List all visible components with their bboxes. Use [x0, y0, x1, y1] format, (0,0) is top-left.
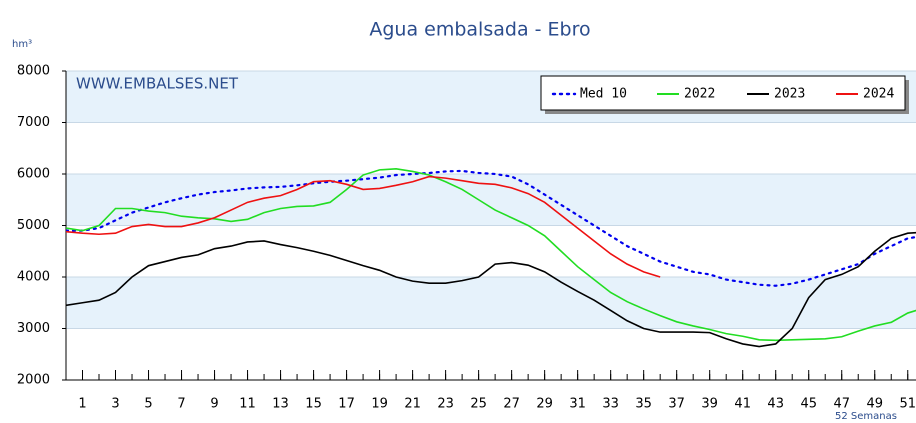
legend: Med 10 2022 2023 2024 — [540, 75, 909, 114]
x-tick-label: 25 — [470, 397, 487, 412]
x-tick-label: 49 — [866, 397, 883, 412]
y-tick-label: 2000 — [17, 373, 50, 388]
x-tick-label: 37 — [668, 397, 685, 412]
x-tick-label: 1 — [78, 397, 86, 412]
x-tick-label: 3 — [111, 397, 119, 412]
x-tick-label: 17 — [338, 397, 355, 412]
x-tick-label: 39 — [701, 397, 718, 412]
plot-lines — [66, 168, 916, 348]
y-tick-label: 8000 — [17, 64, 50, 79]
y-tick-label: 4000 — [17, 270, 50, 285]
legend-label: 2022 — [684, 87, 715, 102]
chart-title: Agua embalsada - Ebro — [369, 19, 590, 41]
x-tick-label: 27 — [503, 397, 520, 412]
x-tick-label: 9 — [210, 397, 218, 412]
y-tick-label: 5000 — [17, 218, 50, 233]
x-tick-label: 21 — [404, 397, 421, 412]
x-tick-label: 45 — [800, 397, 817, 412]
x-tick-label: 13 — [272, 397, 289, 412]
y-tick-label: 3000 — [17, 321, 50, 336]
x-tick-label: 15 — [305, 397, 322, 412]
series-line — [66, 175, 661, 278]
x-tick-label: 47 — [833, 397, 850, 412]
legend-label: 2024 — [863, 87, 894, 102]
x-tick-label: 29 — [536, 397, 553, 412]
y-tick-label: 7000 — [17, 115, 50, 130]
x-tick-label: 51 — [899, 397, 916, 412]
y-axis-label: hm³ — [12, 39, 32, 50]
x-axis-label: 52 Semanas — [835, 411, 897, 422]
x-tick-label: 33 — [602, 397, 619, 412]
x-tick-label: 31 — [569, 397, 586, 412]
x-tick-label: 35 — [635, 397, 652, 412]
series-line — [66, 231, 916, 348]
legend-label: Med 10 — [580, 87, 627, 102]
x-tick-label: 11 — [239, 397, 256, 412]
x-tick-label: 41 — [734, 397, 751, 412]
band — [66, 122, 916, 174]
band — [66, 174, 916, 226]
annotation: WWW.EMBALSES.NET — [76, 75, 239, 93]
x-tick-label: 19 — [371, 397, 388, 412]
band — [66, 225, 916, 277]
x-tick-label: 23 — [437, 397, 454, 412]
legend-label: 2023 — [774, 87, 805, 102]
band — [66, 328, 916, 380]
x-tick-label: 7 — [177, 397, 185, 412]
x-tick-label: 5 — [144, 397, 152, 412]
x-tick-label: 43 — [767, 397, 784, 412]
y-tick-label: 6000 — [17, 167, 50, 182]
series-line — [66, 168, 916, 342]
series-line — [66, 169, 916, 287]
